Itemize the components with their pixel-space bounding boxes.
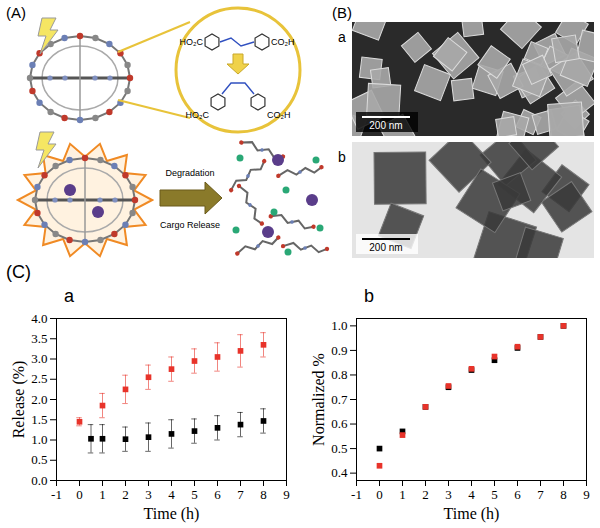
- svg-text:2.0: 2.0: [31, 392, 47, 407]
- svg-text:4: 4: [468, 487, 475, 502]
- svg-text:Time (h): Time (h): [144, 505, 200, 523]
- svg-text:1: 1: [99, 487, 106, 502]
- svg-text:2: 2: [122, 487, 129, 502]
- svg-text:0.7: 0.7: [331, 392, 348, 407]
- svg-text:8: 8: [560, 487, 567, 502]
- svg-text:4.0: 4.0: [31, 311, 47, 326]
- svg-text:0.5: 0.5: [31, 452, 47, 467]
- svg-text:1.5: 1.5: [31, 412, 47, 427]
- svg-text:Normalized %: Normalized %: [310, 353, 327, 446]
- svg-text:5: 5: [191, 487, 198, 502]
- svg-text:1: 1: [399, 487, 406, 502]
- svg-text:0.9: 0.9: [331, 343, 347, 358]
- svg-text:0.8: 0.8: [331, 367, 347, 382]
- svg-text:b: b: [338, 149, 346, 165]
- html-text:b: b: [364, 286, 374, 306]
- svg-text:3.5: 3.5: [31, 331, 47, 346]
- svg-text:Release (%): Release (%): [10, 361, 28, 439]
- svg-text:0.0: 0.0: [31, 473, 47, 488]
- svg-text:0: 0: [76, 487, 83, 502]
- svg-text:-1: -1: [51, 487, 62, 502]
- svg-text:-1: -1: [351, 487, 362, 502]
- svg-text:8: 8: [260, 487, 267, 502]
- svg-text:HO₂C: HO₂C: [180, 37, 204, 47]
- svg-text:(B): (B): [332, 4, 352, 21]
- svg-text:0.4: 0.4: [331, 465, 348, 480]
- svg-text:3.0: 3.0: [31, 351, 47, 366]
- svg-text:0: 0: [376, 487, 383, 502]
- svg-text:5: 5: [491, 487, 498, 502]
- svg-text:7: 7: [537, 487, 544, 502]
- svg-text:CO₂H: CO₂H: [271, 37, 295, 47]
- svg-text:0.5: 0.5: [331, 441, 347, 456]
- svg-text:2: 2: [422, 487, 429, 502]
- svg-text:200 nm: 200 nm: [369, 242, 402, 253]
- svg-text:1.0: 1.0: [31, 432, 47, 447]
- svg-text:a: a: [338, 29, 346, 45]
- svg-text:0.6: 0.6: [331, 416, 348, 431]
- svg-text:Cargo Release: Cargo Release: [160, 220, 220, 230]
- svg-text:7: 7: [237, 487, 244, 502]
- svg-text:2.5: 2.5: [31, 371, 47, 386]
- svg-text:6: 6: [514, 487, 521, 502]
- svg-text:HO₂C: HO₂C: [186, 110, 210, 120]
- svg-text:(A): (A): [6, 4, 26, 21]
- svg-text:3: 3: [145, 487, 152, 502]
- html-text:(C): (C): [6, 262, 31, 282]
- svg-text:CO₂H: CO₂H: [267, 110, 291, 120]
- svg-text:4: 4: [168, 487, 175, 502]
- svg-text:Time (h): Time (h): [444, 505, 500, 523]
- svg-text:3: 3: [445, 487, 452, 502]
- svg-text:200 nm: 200 nm: [369, 120, 402, 131]
- svg-text:1.0: 1.0: [331, 318, 347, 333]
- html-text:a: a: [64, 286, 74, 306]
- svg-text:Degradation: Degradation: [165, 168, 214, 178]
- svg-text:9: 9: [583, 487, 590, 502]
- svg-text:6: 6: [214, 487, 221, 502]
- svg-text:9: 9: [283, 487, 290, 502]
